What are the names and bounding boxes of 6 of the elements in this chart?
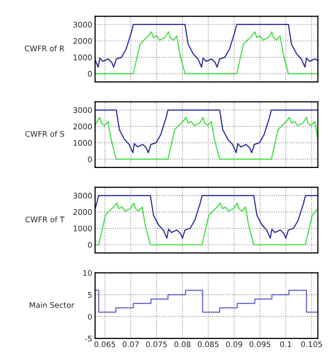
line-series	[95, 109, 318, 154]
line-series	[95, 24, 318, 68]
line-series	[95, 202, 318, 246]
line-series	[95, 194, 318, 239]
line-series	[95, 116, 318, 160]
line-series	[95, 31, 318, 74]
